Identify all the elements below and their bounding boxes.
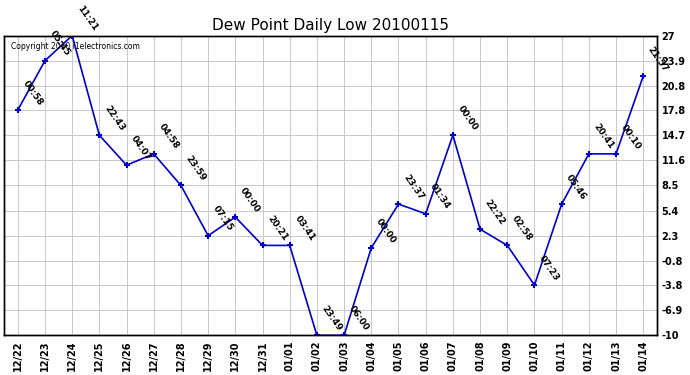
Title: Dew Point Daily Low 20100115: Dew Point Daily Low 20100115	[212, 18, 449, 33]
Text: 00:10: 00:10	[619, 123, 642, 151]
Text: 07:15: 07:15	[211, 204, 235, 233]
Text: 20:41: 20:41	[591, 123, 615, 151]
Text: 02:58: 02:58	[510, 214, 534, 243]
Text: 23:37: 23:37	[402, 172, 425, 201]
Text: 22:22: 22:22	[483, 198, 506, 226]
Text: 05:46: 05:46	[564, 173, 589, 201]
Text: 01:34: 01:34	[428, 182, 452, 211]
Text: 00:00: 00:00	[238, 186, 262, 214]
Text: 06:00: 06:00	[347, 304, 371, 333]
Text: 00:58: 00:58	[21, 79, 44, 107]
Text: 21:57: 21:57	[646, 45, 670, 73]
Text: 04:58: 04:58	[157, 123, 180, 151]
Text: 03:41: 03:41	[293, 214, 316, 243]
Text: Copyright 2010 i1electronics.com: Copyright 2010 i1electronics.com	[10, 42, 139, 51]
Text: 23:59: 23:59	[184, 154, 208, 183]
Text: 11:21: 11:21	[75, 4, 99, 33]
Text: 05:45: 05:45	[48, 29, 72, 58]
Text: 00:00: 00:00	[455, 104, 479, 132]
Text: 04:07: 04:07	[129, 134, 153, 162]
Text: 20:21: 20:21	[265, 214, 289, 243]
Text: 23:49: 23:49	[319, 304, 344, 333]
Text: 22:43: 22:43	[102, 104, 126, 132]
Text: 00:00: 00:00	[374, 217, 397, 245]
Text: 07:23: 07:23	[538, 254, 561, 282]
